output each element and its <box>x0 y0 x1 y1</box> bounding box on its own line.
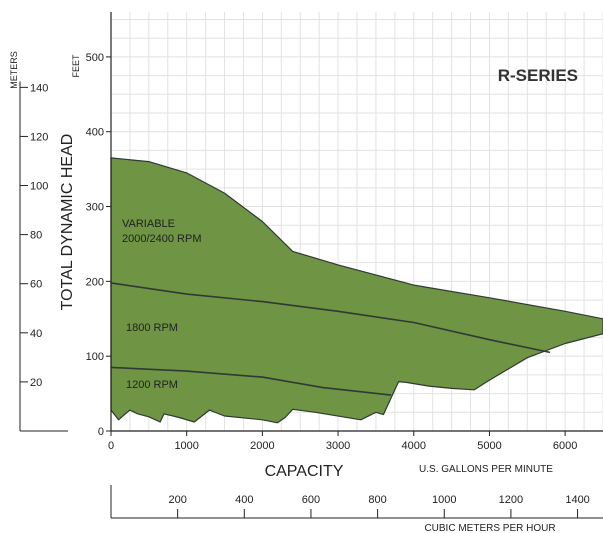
x-tick-label-m3h: 600 <box>302 494 320 506</box>
x-tick-label-gpm: 1000 <box>174 440 198 452</box>
x-tick-label-gpm: 0 <box>108 440 114 452</box>
x-tick-label-m3h: 200 <box>168 494 186 506</box>
y-tick-label-feet: 100 <box>86 351 104 363</box>
operating-region-layer <box>110 157 603 424</box>
series-label-variable-line2: 2000/2400 RPM <box>122 233 202 245</box>
y-tick-label-feet: 300 <box>86 202 104 214</box>
series-line-1200 <box>110 366 392 396</box>
y-tick-label-feet: 0 <box>98 426 104 438</box>
series-label-1800: 1800 RPM <box>126 322 178 334</box>
x-axis-label-m3h: CUBIC METERS PER HOUR <box>424 523 555 533</box>
y-tick-label-meters: 140 <box>30 82 48 94</box>
y-tick-label-meters: 100 <box>30 181 48 193</box>
y-tick-label-feet: 400 <box>86 127 104 139</box>
y-tick-label-feet: 200 <box>86 276 104 288</box>
series-line-1800 <box>110 282 551 354</box>
x-tick-label-gpm: 2000 <box>250 440 274 452</box>
x-tick-label-m3h: 800 <box>368 494 386 506</box>
x-tick-label-gpm: 3000 <box>326 440 350 452</box>
x-tick-label-m3h: 400 <box>235 494 253 506</box>
series-label-variable-line1: VARIABLE <box>122 218 175 230</box>
x-tick-label-gpm: 5000 <box>477 440 501 452</box>
x-axis-label-gpm: U.S. GALLONS PER MINUTE <box>419 464 553 475</box>
chart-title: R-SERIES <box>498 66 578 85</box>
series-label-1200: 1200 RPM <box>126 379 178 391</box>
x-tick-label-m3h: 1000 <box>432 494 456 506</box>
y-tick-label-feet: 500 <box>86 52 104 64</box>
x-axis-label: CAPACITY <box>265 463 344 480</box>
x-tick-label-m3h: 1200 <box>499 494 523 506</box>
y-tick-label-meters: 40 <box>30 328 42 340</box>
x-tick-label-gpm: 4000 <box>402 440 426 452</box>
x-tick-label-gpm: 6000 <box>553 440 577 452</box>
y-axis-label: TOTAL DYNAMIC HEAD <box>59 134 76 311</box>
y-axis-label-feet: FEET <box>71 54 81 78</box>
x-tick-label-m3h: 1400 <box>565 494 589 506</box>
y-tick-label-meters: 20 <box>30 377 42 389</box>
y-axis-label-meters: METERS <box>9 51 19 89</box>
y-tick-label-meters: 60 <box>30 279 42 291</box>
series-layer <box>110 282 551 396</box>
y-tick-label-meters: 80 <box>30 230 42 242</box>
operating-region <box>110 157 603 424</box>
y-tick-label-meters: 120 <box>30 131 48 143</box>
